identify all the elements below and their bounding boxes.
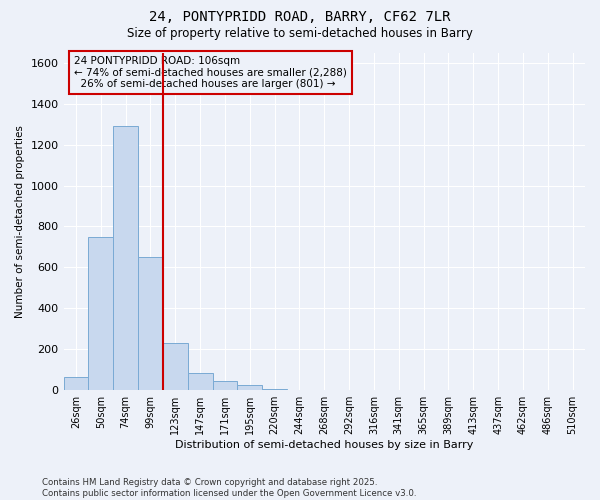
Bar bbox=[138, 257, 163, 390]
Text: 24, PONTYPRIDD ROAD, BARRY, CF62 7LR: 24, PONTYPRIDD ROAD, BARRY, CF62 7LR bbox=[149, 10, 451, 24]
Bar bbox=[212, 381, 238, 390]
Text: Size of property relative to semi-detached houses in Barry: Size of property relative to semi-detach… bbox=[127, 28, 473, 40]
Text: Contains HM Land Registry data © Crown copyright and database right 2025.
Contai: Contains HM Land Registry data © Crown c… bbox=[42, 478, 416, 498]
X-axis label: Distribution of semi-detached houses by size in Barry: Distribution of semi-detached houses by … bbox=[175, 440, 473, 450]
Text: 24 PONTYPRIDD ROAD: 106sqm
← 74% of semi-detached houses are smaller (2,288)
  2: 24 PONTYPRIDD ROAD: 106sqm ← 74% of semi… bbox=[74, 56, 347, 89]
Bar bbox=[188, 373, 212, 390]
Bar bbox=[113, 126, 138, 390]
Bar bbox=[163, 343, 188, 390]
Bar bbox=[88, 236, 113, 390]
Bar bbox=[238, 385, 262, 390]
Bar bbox=[262, 389, 287, 390]
Bar bbox=[64, 377, 88, 390]
Y-axis label: Number of semi-detached properties: Number of semi-detached properties bbox=[15, 125, 25, 318]
